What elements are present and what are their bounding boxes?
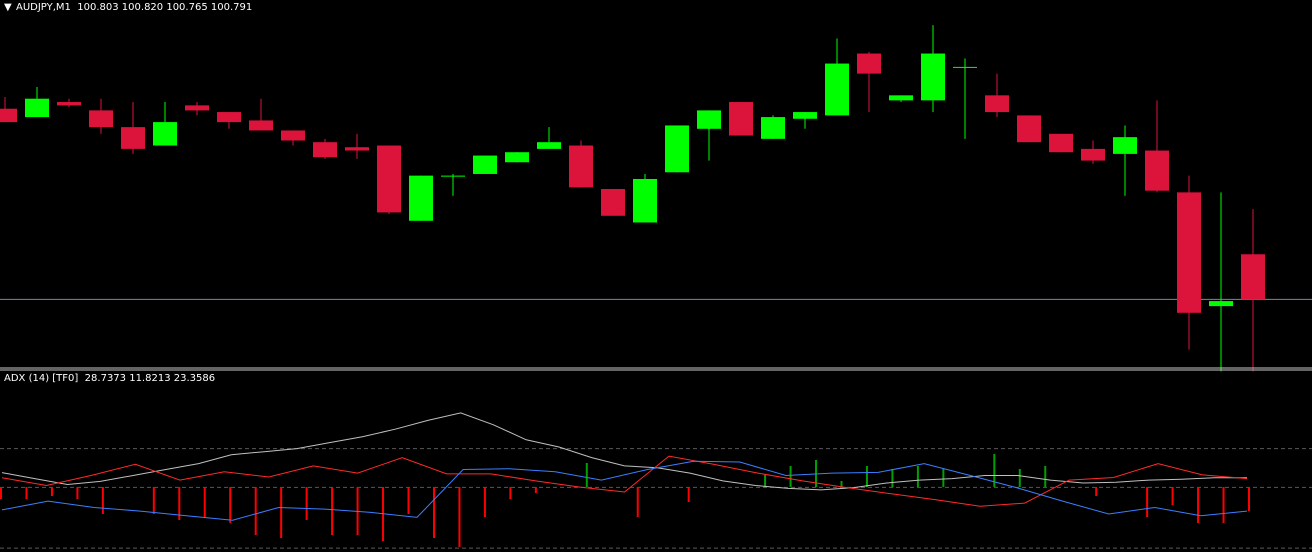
candle-body xyxy=(281,130,305,141)
candle xyxy=(57,98,81,108)
candle xyxy=(441,173,465,196)
candle xyxy=(697,110,721,161)
candlestick-series xyxy=(0,25,1265,372)
candle-body xyxy=(249,120,273,131)
candle-body xyxy=(1081,148,1105,161)
candle xyxy=(185,102,209,116)
candle-body xyxy=(889,95,913,101)
plus_di-line xyxy=(1,455,1248,507)
candle xyxy=(633,173,657,223)
candle-body xyxy=(697,110,721,129)
candle-body xyxy=(0,108,17,123)
candle xyxy=(569,140,593,188)
candle xyxy=(1017,115,1041,143)
candle-body xyxy=(569,145,593,188)
candle xyxy=(505,152,529,163)
candle xyxy=(665,125,689,173)
candle xyxy=(249,98,273,131)
candle xyxy=(313,138,337,159)
candle-body xyxy=(185,105,209,111)
candle xyxy=(473,155,497,174)
candle xyxy=(1177,175,1201,350)
candle-body xyxy=(473,155,497,174)
candle xyxy=(1145,100,1169,193)
candle-body xyxy=(1113,137,1137,154)
candle xyxy=(921,25,945,113)
candle-body xyxy=(89,110,113,128)
candle-body xyxy=(1017,115,1041,143)
candle xyxy=(217,112,241,129)
candle-body xyxy=(793,112,817,119)
symbol-title: AUDJPY,M1 xyxy=(16,2,71,13)
candle-body xyxy=(1209,301,1233,307)
candle-body xyxy=(1241,254,1265,300)
candle xyxy=(729,102,753,136)
candle-body xyxy=(121,127,145,149)
minus_di-line xyxy=(1,460,1248,521)
candle xyxy=(377,145,401,215)
candle xyxy=(601,189,625,216)
candle xyxy=(89,98,113,134)
adx-lines xyxy=(1,412,1248,521)
candle xyxy=(537,127,561,149)
candle xyxy=(0,97,17,123)
candle-body xyxy=(345,147,369,151)
candle-body xyxy=(921,53,945,101)
candle-body xyxy=(537,142,561,149)
candle xyxy=(1209,192,1233,372)
candle xyxy=(825,38,849,116)
indicator-title: ADX (14) [TF0] 28.7373 11.8213 23.3586 xyxy=(4,373,215,385)
candle xyxy=(1081,140,1105,164)
chart-title: AUDJPY,M1 100.803 100.820 100.765 100.79… xyxy=(16,2,252,14)
candle-body xyxy=(25,98,49,118)
candle-body xyxy=(761,117,785,139)
triangle-down-icon[interactable]: ▼ xyxy=(4,2,12,13)
candle xyxy=(345,133,369,159)
candle xyxy=(1049,133,1073,153)
adx-histogram xyxy=(0,454,1250,547)
candle-body xyxy=(409,175,433,221)
candle xyxy=(153,102,177,146)
candle-body xyxy=(441,175,465,177)
candle-body xyxy=(601,189,625,216)
candle xyxy=(121,102,145,154)
candle-body xyxy=(313,142,337,158)
candle xyxy=(281,130,305,146)
candle xyxy=(793,112,817,129)
ohlc-values: 100.803 100.820 100.765 100.791 xyxy=(77,2,253,13)
candle xyxy=(857,51,881,113)
candle xyxy=(761,115,785,139)
candle-body xyxy=(953,66,977,68)
indicator-name: ADX (14) [TF0] xyxy=(4,373,79,384)
candle-body xyxy=(1145,150,1169,191)
candle xyxy=(953,58,977,139)
candle xyxy=(25,86,49,118)
candle xyxy=(889,95,913,103)
candle-body xyxy=(825,63,849,116)
candle-body xyxy=(377,145,401,213)
candle-body xyxy=(1049,133,1073,153)
candle-body xyxy=(857,53,881,74)
candle-body xyxy=(217,112,241,123)
candle xyxy=(985,73,1009,118)
candle-body xyxy=(665,125,689,173)
candle xyxy=(1241,209,1265,372)
candle-body xyxy=(1177,192,1201,313)
candle xyxy=(1113,125,1137,196)
indicator-values: 28.7373 11.8213 23.3586 xyxy=(84,373,216,384)
candle-body xyxy=(729,102,753,136)
candle-body xyxy=(57,102,81,106)
candle-body xyxy=(985,95,1009,113)
candle-body xyxy=(505,152,529,163)
candle xyxy=(409,175,433,221)
indicator-levels xyxy=(0,448,1312,549)
adx-line xyxy=(1,412,1247,491)
candle-body xyxy=(153,122,177,146)
candle-body xyxy=(633,178,657,223)
